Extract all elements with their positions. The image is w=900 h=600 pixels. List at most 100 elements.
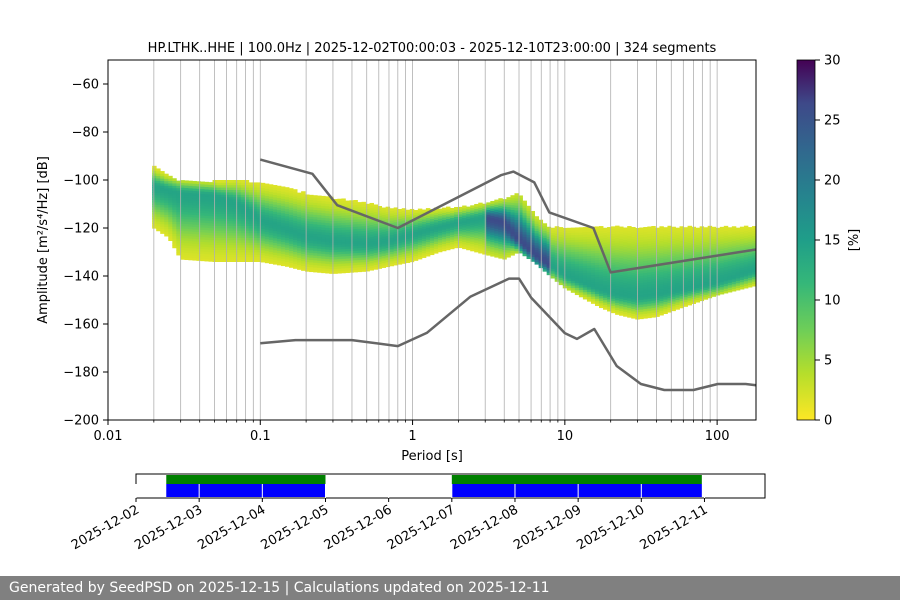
- psd-cell: [711, 238, 717, 242]
- psd-cell: [611, 283, 616, 287]
- psd-cell: [321, 265, 326, 269]
- psd-cell: [663, 244, 668, 247]
- psd-cell: [341, 229, 346, 233]
- psd-cell: [301, 263, 306, 267]
- psd-cell: [353, 221, 358, 225]
- psd-cell: [474, 242, 479, 246]
- psd-cell: [256, 249, 262, 253]
- psd-cell: [256, 211, 262, 214]
- psd-cell: [309, 226, 314, 229]
- psd-cell: [627, 240, 632, 244]
- psd-cell: [325, 196, 330, 200]
- psd-cell: [373, 250, 378, 253]
- psd-cell: [715, 239, 721, 243]
- psd-cell: [365, 268, 370, 272]
- psd-cell: [321, 207, 326, 211]
- psd-cell: [683, 292, 688, 295]
- psd-cell: [570, 285, 576, 289]
- psd-cell: [365, 227, 370, 231]
- psd-cell: [659, 288, 664, 292]
- psd-cell: [659, 264, 664, 268]
- psd-cell: [405, 250, 411, 254]
- psd-cell: [647, 233, 652, 237]
- psd-cell: [627, 226, 632, 229]
- psd-cell: [647, 276, 652, 280]
- psd-cell: [675, 234, 680, 238]
- psd-cell: [594, 248, 600, 251]
- psd-cell: [276, 255, 282, 259]
- psd-cell: [550, 270, 556, 274]
- psd-cell: [643, 287, 648, 290]
- psd-cell: [498, 219, 503, 223]
- psd-cell: [301, 212, 306, 216]
- psd-cell: [333, 239, 338, 243]
- psd-cell: [216, 256, 222, 260]
- psd-cell: [486, 226, 491, 230]
- psd-cell: [603, 268, 608, 272]
- psd-cell: [297, 247, 302, 251]
- psd-cell: [586, 289, 592, 293]
- psd-cell: [607, 282, 612, 286]
- psd-cell: [220, 208, 226, 212]
- psd-cell: [651, 252, 656, 256]
- psd-cell: [389, 258, 395, 262]
- psd-cell: [172, 214, 177, 218]
- psd-cell: [651, 300, 656, 304]
- psd-cell: [450, 222, 455, 226]
- psd-cell: [373, 221, 378, 225]
- psd-cell: [437, 232, 443, 236]
- psd-cell: [578, 258, 584, 262]
- psd-cell: [482, 230, 487, 233]
- psd-cell: [248, 242, 254, 246]
- psd-cell: [176, 197, 181, 201]
- psd-cell: [176, 219, 181, 222]
- psd-cell: [160, 185, 165, 189]
- psd-cell: [538, 243, 544, 247]
- psd-cell: [377, 237, 383, 241]
- psd-cell: [256, 208, 262, 212]
- psd-cell: [377, 210, 383, 214]
- psd-cell: [280, 215, 286, 219]
- psd-cell: [510, 252, 515, 256]
- psd-cell: [297, 211, 302, 215]
- psd-cell: [743, 273, 749, 277]
- psd-cell: [433, 224, 439, 228]
- psd-cell: [683, 248, 688, 252]
- psd-cell: [655, 280, 660, 284]
- psd-cell: [514, 195, 519, 199]
- psd-cell: [389, 263, 395, 267]
- psd-cell: [723, 264, 729, 268]
- psd-cell: [176, 243, 181, 246]
- psd-cell: [341, 227, 346, 231]
- psd-cell: [667, 292, 672, 296]
- psd-cell: [723, 249, 729, 253]
- psd-cell: [321, 212, 326, 216]
- psd-cell: [220, 201, 226, 205]
- psd-cell: [345, 255, 350, 259]
- psd-cell: [522, 205, 527, 209]
- psd-cell: [715, 292, 721, 296]
- psd-cell: [570, 273, 576, 277]
- y-tick-label: −160: [63, 318, 99, 333]
- psd-cell: [639, 289, 644, 293]
- psd-cell: [526, 205, 531, 209]
- psd-cell: [442, 229, 447, 233]
- psd-cell: [429, 211, 435, 215]
- psd-cell: [248, 211, 254, 214]
- psd-cell: [373, 235, 378, 239]
- psd-cell: [727, 270, 733, 274]
- psd-cell: [739, 267, 745, 271]
- psd-cell: [574, 261, 580, 264]
- psd-cell: [393, 257, 399, 261]
- psd-cell: [655, 290, 660, 293]
- psd-cell: [361, 252, 366, 256]
- psd-cell: [188, 219, 193, 222]
- psd-cell: [192, 240, 197, 244]
- psd-cell: [731, 264, 737, 268]
- psd-cell: [276, 212, 282, 215]
- psd-cell: [317, 195, 322, 199]
- psd-cell: [413, 248, 419, 252]
- psd-cell: [498, 205, 503, 209]
- psd-cell: [188, 190, 193, 194]
- psd-cell: [510, 248, 515, 251]
